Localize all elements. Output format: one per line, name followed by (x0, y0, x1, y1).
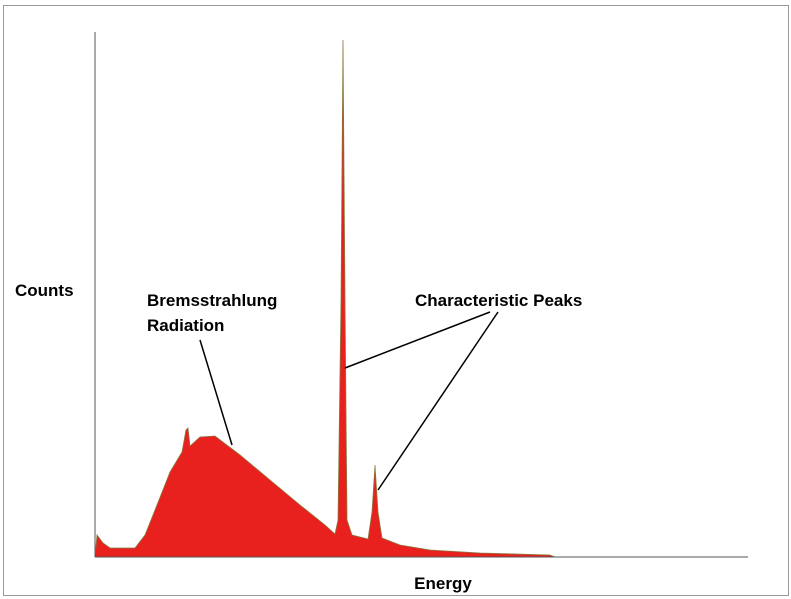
spectrum (94, 39, 556, 558)
annotation: Bremsstrahlung (147, 291, 277, 310)
pointer-line (377, 311, 499, 491)
x-axis-label: Energy (414, 574, 472, 593)
pointer-line (344, 311, 491, 369)
frame (3, 5, 789, 596)
pointer-line (199, 339, 233, 446)
annotation: Characteristic Peaks (415, 291, 582, 310)
annotation: Radiation (147, 316, 224, 335)
y-axis-label: Counts (15, 281, 74, 300)
